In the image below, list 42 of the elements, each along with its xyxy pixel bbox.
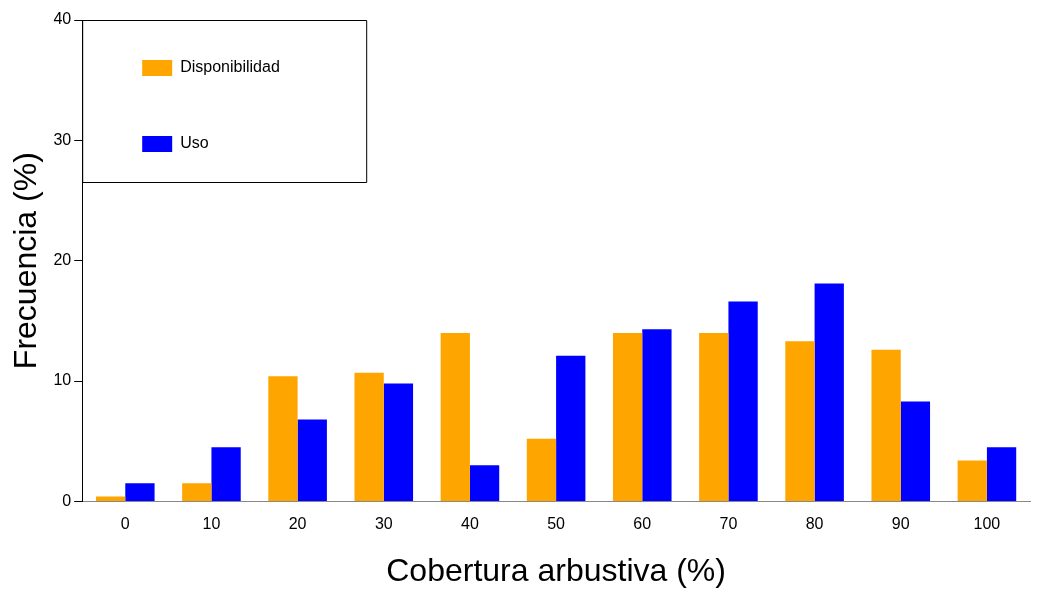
x-tick-label: 10: [202, 515, 221, 533]
x-tick-label: 40: [461, 515, 479, 533]
x-tick-label: 0: [120, 515, 130, 533]
x-tick-label: 90: [891, 515, 910, 533]
bar: [642, 329, 672, 501]
bar: [469, 465, 500, 501]
bar: [211, 447, 241, 501]
y-tick-label: 40: [53, 10, 72, 28]
bar: [125, 483, 155, 501]
bar: [728, 301, 758, 501]
bar: [785, 341, 815, 501]
legend-label: Disponibilidad: [180, 58, 280, 76]
bar: [986, 447, 1017, 501]
bar: [95, 496, 126, 501]
bar: [182, 483, 212, 501]
bar: [440, 332, 470, 501]
bar: [383, 383, 414, 501]
bar: [957, 460, 987, 501]
x-tick-label: 70: [719, 515, 738, 533]
y-tick-label: 0: [62, 491, 72, 509]
bar: [699, 332, 729, 501]
y-tick-label: 10: [53, 371, 72, 389]
y-tick-label: 20: [53, 251, 72, 269]
x-tick-label: 80: [805, 515, 824, 533]
bar: [354, 372, 384, 501]
y-axis-title: Frecuencia (%): [7, 152, 44, 370]
y-tick-label: 30: [53, 130, 72, 148]
legend-label: Uso: [180, 134, 209, 152]
bar: [814, 283, 844, 501]
bar: [268, 376, 298, 501]
bar: [556, 355, 586, 501]
bar: [526, 438, 557, 501]
x-tick-label: 50: [547, 515, 566, 533]
bar: [297, 419, 327, 501]
bar: [871, 349, 901, 501]
bar: [612, 332, 643, 501]
x-tick-label: 30: [374, 515, 393, 533]
x-tick-label: 60: [633, 515, 652, 533]
x-tick-label: 100: [973, 515, 1001, 533]
bar: [900, 401, 931, 501]
x-tick-label: 20: [288, 515, 307, 533]
x-axis-title: Cobertura arbustiva (%): [386, 551, 726, 588]
